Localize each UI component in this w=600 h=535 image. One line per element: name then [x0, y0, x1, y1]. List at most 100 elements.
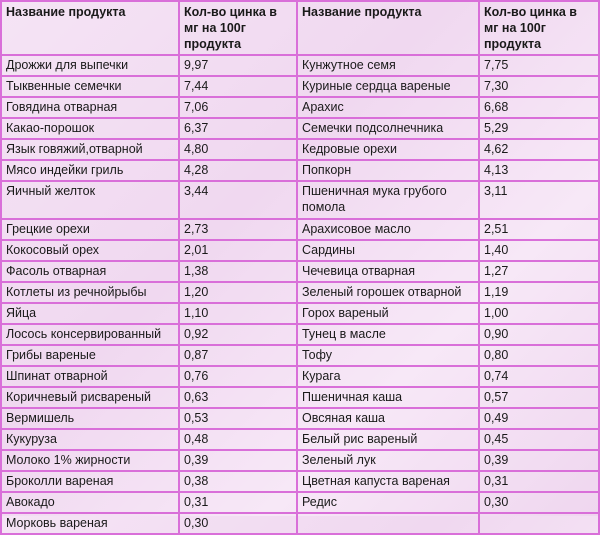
product-name-left: Кукуруза	[0, 428, 180, 451]
product-name-left: Мясо индейки гриль	[0, 159, 180, 182]
product-name-right: Редис	[296, 491, 480, 514]
header-zinc-amount-left: Кол-во цинка в мг на 100г продукта	[178, 0, 298, 56]
table-row: Дрожжи для выпечки 9,97 Кунжутное семя 7,75	[0, 54, 600, 77]
product-name-left: Морковь вареная	[0, 512, 180, 535]
product-name-left: Говядина отварная	[0, 96, 180, 119]
zinc-value-right: 1,40	[478, 239, 600, 262]
zinc-value-right: 0,39	[478, 449, 600, 472]
product-name-right: Белый рис вареный	[296, 428, 480, 451]
table-row: Лосось консервированный 0,92 Тунец в масле…	[0, 323, 600, 346]
table-row: Яичный желток 3,44 Пшеничная мука грубого …	[0, 180, 600, 220]
product-name-left: Язык говяжий,отварной	[0, 138, 180, 161]
table-row: Какао-порошок 6,37 Семечки подсолнечника 5,…	[0, 117, 600, 140]
zinc-value-left: 7,06	[178, 96, 298, 119]
table-row: Грецкие орехи 2,73 Арахисовое масло 2,51	[0, 218, 600, 241]
product-name-right: Чечевица отварная	[296, 260, 480, 283]
zinc-value-left: 0,76	[178, 365, 298, 388]
zinc-value-left: 1,38	[178, 260, 298, 283]
header-zinc-amount-right: Кол-во цинка в мг на 100г продукта	[478, 0, 600, 56]
product-name-right: Тофу	[296, 344, 480, 367]
table-row: Морковь вареная 0,30	[0, 512, 600, 535]
table-row: Мясо индейки гриль 4,28 Попкорн 4,13	[0, 159, 600, 182]
product-name-right: Пшеничная каша	[296, 386, 480, 409]
table-row: Коричневый рисвареный 0,63 Пшеничная каша 0…	[0, 386, 600, 409]
zinc-value-left: 0,92	[178, 323, 298, 346]
product-name-left: Тыквенные семечки	[0, 75, 180, 98]
zinc-value-left: 3,44	[178, 180, 298, 220]
product-name-right: Куриные сердца вареные	[296, 75, 480, 98]
table-row: Тыквенные семечки 7,44 Куриные сердца варе…	[0, 75, 600, 98]
table-row: Грибы вареные 0,87 Тофу 0,80	[0, 344, 600, 367]
table-row: Язык говяжий,отварной 4,80 Кедровые орехи 4…	[0, 138, 600, 161]
zinc-value-right: 2,51	[478, 218, 600, 241]
zinc-value-right: 0,45	[478, 428, 600, 451]
zinc-value-right: 0,31	[478, 470, 600, 493]
zinc-value-left: 0,38	[178, 470, 298, 493]
zinc-value-right: 4,62	[478, 138, 600, 161]
zinc-value-left: 0,31	[178, 491, 298, 514]
table-row: Фасоль отварная 1,38 Чечевица отварная 1,27	[0, 260, 600, 283]
product-name-left: Молоко 1% жирности	[0, 449, 180, 472]
zinc-value-right: 1,27	[478, 260, 600, 283]
zinc-value-left: 1,20	[178, 281, 298, 304]
product-name-left: Яичный желток	[0, 180, 180, 220]
product-name-left: Грибы вареные	[0, 344, 180, 367]
zinc-value-right: 5,29	[478, 117, 600, 140]
table-row: Яйца 1,10 Горох вареный 1,00	[0, 302, 600, 325]
zinc-value-right: 0,74	[478, 365, 600, 388]
product-name-left: Авокадо	[0, 491, 180, 514]
product-name-right: Сардины	[296, 239, 480, 262]
zinc-value-left: 1,10	[178, 302, 298, 325]
product-name-right: Зеленый лук	[296, 449, 480, 472]
product-name-left: Фасоль отварная	[0, 260, 180, 283]
zinc-value-left: 2,73	[178, 218, 298, 241]
table-row: Котлеты из речнойрыбы 1,20 Зеленый горошек…	[0, 281, 600, 304]
product-name-right: Попкорн	[296, 159, 480, 182]
zinc-value-left: 6,37	[178, 117, 298, 140]
zinc-value-right: 7,30	[478, 75, 600, 98]
zinc-value-right: 4,13	[478, 159, 600, 182]
product-name-left: Какао-порошок	[0, 117, 180, 140]
zinc-value-right: 1,00	[478, 302, 600, 325]
table-row: Броколли вареная 0,38 Цветная капуста варе…	[0, 470, 600, 493]
zinc-value-right: 6,68	[478, 96, 600, 119]
zinc-value-right: 3,11	[478, 180, 600, 220]
zinc-value-left: 0,39	[178, 449, 298, 472]
product-name-right: Зеленый горошек отварной	[296, 281, 480, 304]
product-name-right: Горох вареный	[296, 302, 480, 325]
product-name-right: Курага	[296, 365, 480, 388]
zinc-value-left: 4,28	[178, 159, 298, 182]
product-name-left: Грецкие орехи	[0, 218, 180, 241]
table-row: Молоко 1% жирности 0,39 Зеленый лук 0,39	[0, 449, 600, 472]
product-name-left: Кокосовый орех	[0, 239, 180, 262]
table-row: Кукуруза 0,48 Белый рис вареный 0,45	[0, 428, 600, 451]
table-row: Вермишель 0,53 Овсяная каша 0,49	[0, 407, 600, 430]
zinc-value-left: 0,48	[178, 428, 298, 451]
product-name-left: Лосось консервированный	[0, 323, 180, 346]
zinc-value-left: 9,97	[178, 54, 298, 77]
zinc-value-right: 0,49	[478, 407, 600, 430]
zinc-value-right	[478, 512, 600, 535]
header-product-name-right: Название продукта	[296, 0, 480, 56]
product-name-left: Дрожжи для выпечки	[0, 54, 180, 77]
product-name-right: Пшеничная мука грубого помола	[296, 180, 480, 220]
product-name-right	[296, 512, 480, 535]
zinc-value-left: 0,63	[178, 386, 298, 409]
product-name-right: Семечки подсолнечника	[296, 117, 480, 140]
product-name-right: Арахисовое масло	[296, 218, 480, 241]
zinc-value-left: 0,30	[178, 512, 298, 535]
product-name-left: Коричневый рисвареный	[0, 386, 180, 409]
zinc-value-right: 1,19	[478, 281, 600, 304]
zinc-value-left: 0,87	[178, 344, 298, 367]
product-name-left: Яйца	[0, 302, 180, 325]
table-row: Кокосовый орех 2,01 Сардины 1,40	[0, 239, 600, 262]
zinc-value-right: 7,75	[478, 54, 600, 77]
table-row: Говядина отварная 7,06 Арахис 6,68	[0, 96, 600, 119]
zinc-value-left: 2,01	[178, 239, 298, 262]
product-name-left: Котлеты из речнойрыбы	[0, 281, 180, 304]
zinc-value-left: 0,53	[178, 407, 298, 430]
product-name-right: Арахис	[296, 96, 480, 119]
product-name-right: Кунжутное семя	[296, 54, 480, 77]
zinc-value-right: 0,57	[478, 386, 600, 409]
product-name-left: Шпинат отварной	[0, 365, 180, 388]
